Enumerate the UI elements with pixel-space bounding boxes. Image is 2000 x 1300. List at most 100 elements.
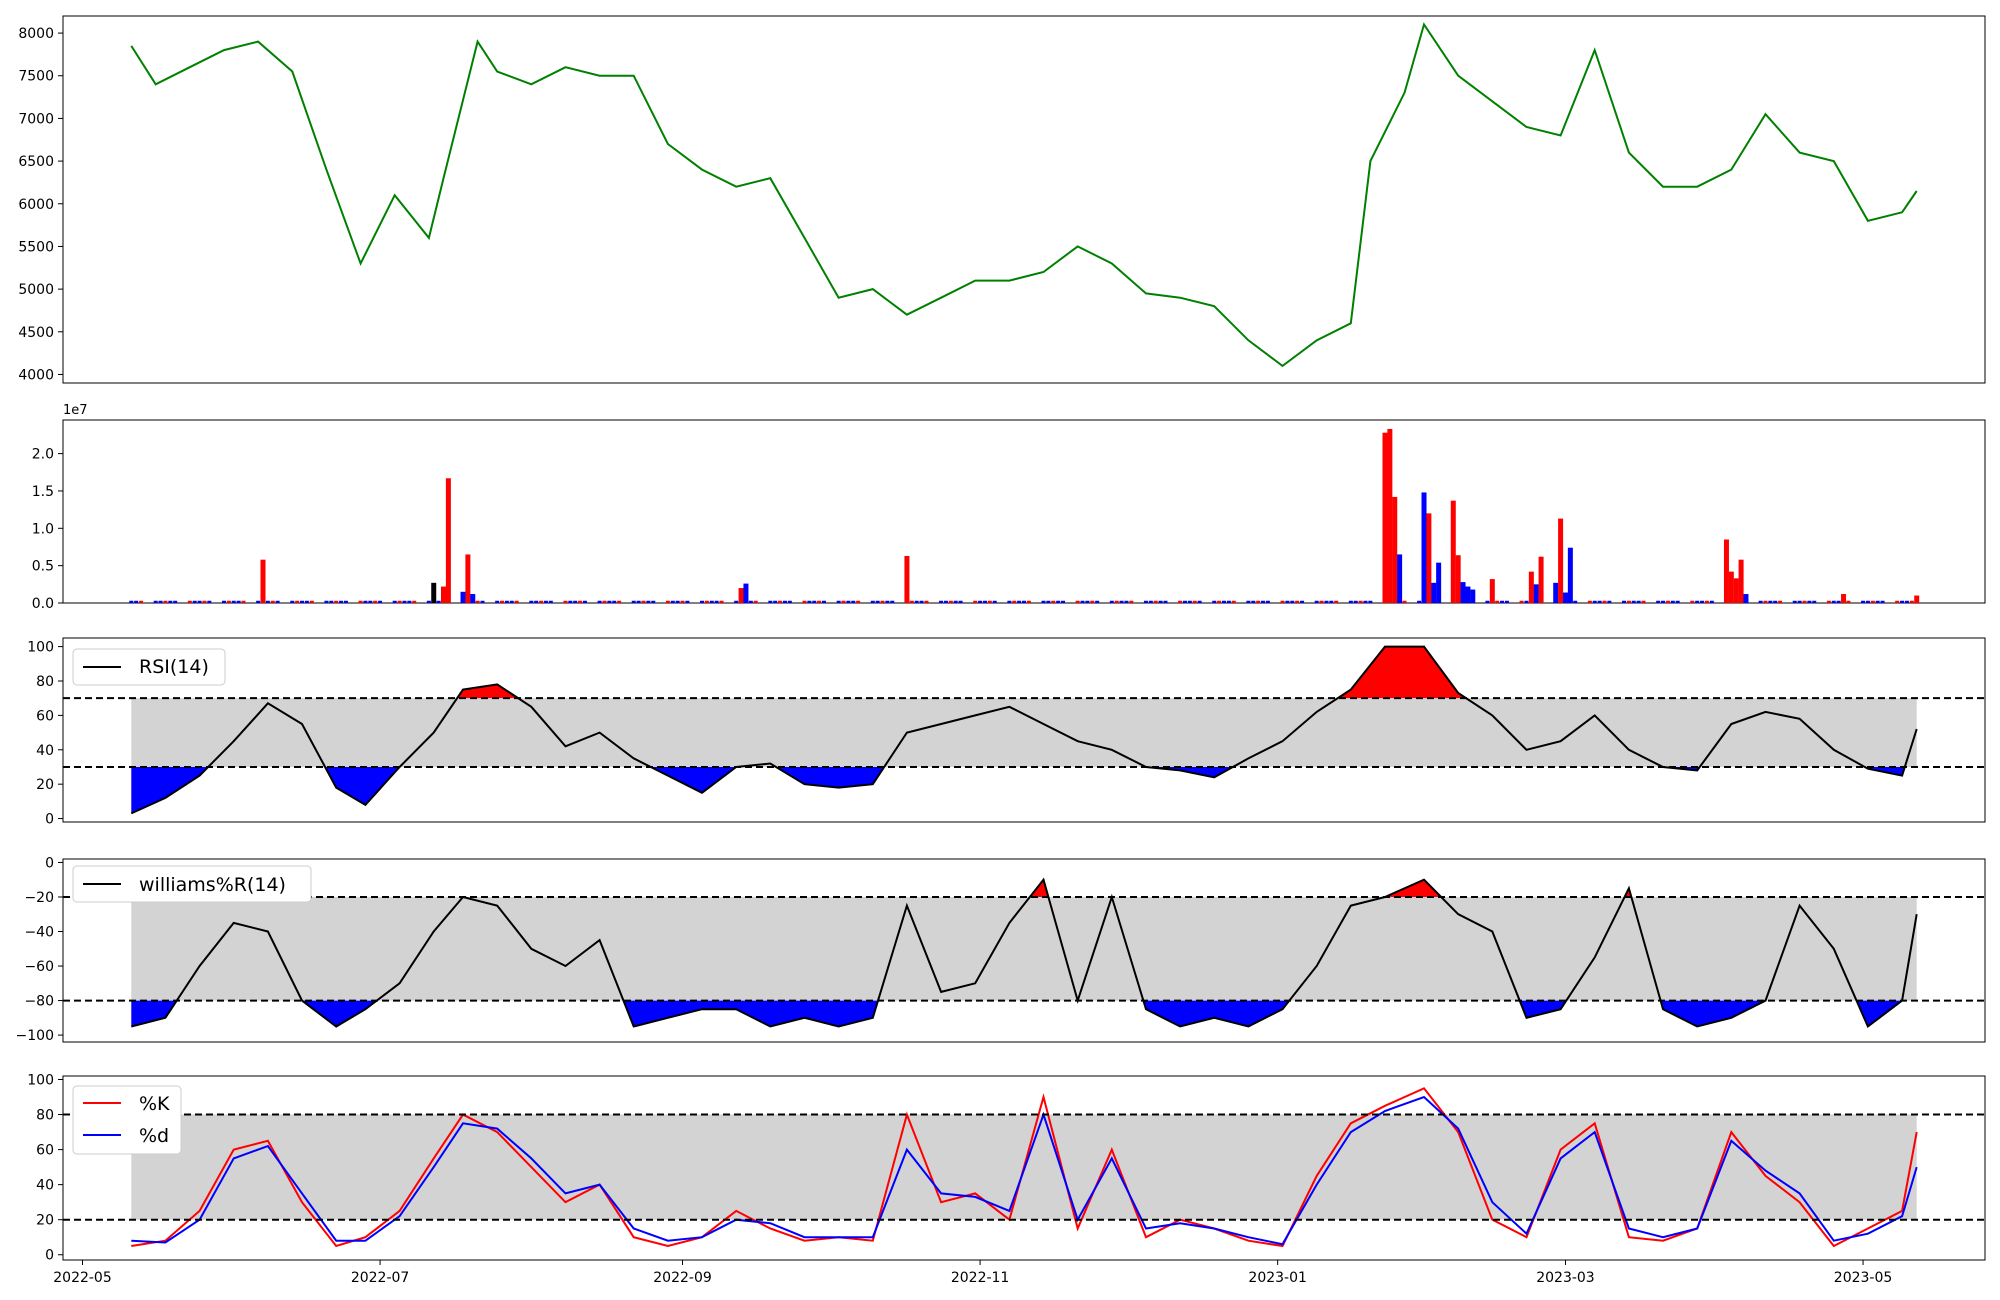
y-tick-label: 100 bbox=[27, 640, 54, 656]
volume-bar bbox=[1768, 600, 1773, 603]
overbought-fill bbox=[457, 646, 1467, 699]
volume-bar bbox=[236, 600, 241, 603]
volume-bar bbox=[1733, 578, 1739, 603]
volume-bar bbox=[1792, 600, 1797, 603]
rsi-series bbox=[63, 645, 1985, 815]
volume-bar bbox=[738, 588, 744, 603]
volume-bar bbox=[812, 600, 817, 603]
volume-bar bbox=[665, 600, 670, 603]
x-tick-label: 2022-07 bbox=[351, 1270, 410, 1286]
volume-bar bbox=[1758, 600, 1763, 603]
volume-bar bbox=[1504, 600, 1509, 603]
volume-bar bbox=[358, 600, 363, 603]
volume-bar bbox=[1558, 518, 1564, 603]
y-tick-label: 0 bbox=[45, 812, 54, 828]
volume-bar bbox=[1665, 600, 1670, 603]
volume-bar bbox=[1431, 582, 1437, 603]
y-tick-label: 20 bbox=[36, 777, 54, 793]
volume-bar bbox=[260, 559, 266, 603]
volume-bar bbox=[1314, 600, 1319, 603]
volume-bar bbox=[982, 600, 987, 603]
volume-bar bbox=[573, 600, 578, 603]
volume-bar bbox=[480, 600, 485, 603]
williams-panel: 0 −20 −40 −60 −80 −100 williams%R(14) bbox=[16, 855, 1986, 1044]
volume-bar bbox=[1524, 600, 1529, 603]
volume-bar bbox=[231, 600, 236, 603]
volume-bar bbox=[1743, 594, 1749, 603]
y-tick-label: 2.0 bbox=[32, 447, 54, 463]
volume-bar bbox=[1017, 600, 1022, 603]
volume-bar bbox=[1728, 571, 1734, 603]
price-line bbox=[130, 22, 1918, 368]
volume-bar bbox=[1709, 600, 1714, 603]
volume-bar bbox=[1836, 600, 1841, 603]
volume-bar bbox=[1178, 600, 1183, 603]
volume-bar bbox=[641, 600, 646, 603]
volume-bar bbox=[953, 600, 958, 603]
volume-bar bbox=[612, 600, 617, 603]
volume-bar bbox=[1495, 600, 1500, 603]
volume-bar bbox=[1256, 600, 1261, 603]
y-tick-label: 5500 bbox=[18, 239, 54, 255]
volume-bar bbox=[1280, 600, 1285, 603]
volume-bar bbox=[1904, 600, 1909, 603]
volume-bar bbox=[568, 600, 573, 603]
volume-bar bbox=[1392, 496, 1398, 603]
volume-bar bbox=[221, 600, 226, 603]
volume-bar bbox=[919, 600, 924, 603]
volume-bar bbox=[1085, 600, 1090, 603]
volume-bar bbox=[1656, 600, 1661, 603]
y-tick-label: 7500 bbox=[18, 69, 54, 85]
y-tick-label: −100 bbox=[16, 1028, 54, 1044]
volume-bar bbox=[275, 600, 280, 603]
volume-bar bbox=[1421, 492, 1427, 603]
y-tick-label: 0.5 bbox=[32, 559, 54, 575]
volume-bar bbox=[1251, 600, 1256, 603]
volume-bar bbox=[607, 600, 612, 603]
price-y-axis: 4000 4500 5000 5500 6000 6500 7000 7500 8000 bbox=[18, 26, 63, 383]
volume-bar bbox=[1153, 600, 1158, 603]
rsi-y-axis: 0 20 40 60 80 100 bbox=[27, 640, 63, 828]
volume-bar bbox=[309, 600, 314, 603]
indicator-line bbox=[131, 877, 1918, 1029]
volume-bar bbox=[256, 600, 261, 603]
y-tick-label: 4000 bbox=[18, 367, 54, 383]
volume-bar bbox=[1290, 600, 1295, 603]
volume-bar bbox=[1875, 600, 1880, 603]
y-tick-label: −40 bbox=[24, 925, 54, 941]
d-legend-label: %d bbox=[139, 1125, 169, 1147]
volume-bar bbox=[324, 600, 329, 603]
volume-bar bbox=[617, 600, 622, 603]
volume-bar bbox=[1807, 600, 1812, 603]
volume-bar bbox=[987, 600, 992, 603]
volume-bar bbox=[475, 600, 480, 603]
volume-bar bbox=[1119, 600, 1124, 603]
volume-bar bbox=[1197, 600, 1202, 603]
volume-bar bbox=[1007, 600, 1012, 603]
volume-bar bbox=[1607, 600, 1612, 603]
volume-bars bbox=[129, 428, 1920, 603]
volume-bar bbox=[168, 600, 173, 603]
volume-scale-label: 1e7 bbox=[63, 403, 88, 418]
volume-bar bbox=[1295, 600, 1300, 603]
volume-bar bbox=[743, 583, 749, 603]
volume-bar bbox=[1500, 600, 1505, 603]
volume-bar bbox=[1895, 600, 1900, 603]
volume-bar bbox=[885, 600, 890, 603]
volume-bar bbox=[1056, 600, 1061, 603]
volume-bar bbox=[1143, 600, 1148, 603]
volume-bar bbox=[1519, 600, 1524, 603]
volume-bar bbox=[1061, 600, 1066, 603]
volume-bar bbox=[782, 600, 787, 603]
y-tick-label: 6500 bbox=[18, 154, 54, 170]
volume-bar bbox=[1900, 600, 1905, 603]
volume-bar bbox=[680, 600, 685, 603]
volume-bar bbox=[1129, 600, 1134, 603]
price-axes-frame bbox=[62, 15, 1986, 384]
y-tick-label: −80 bbox=[24, 994, 54, 1010]
rsi-legend: RSI(14) bbox=[72, 648, 226, 686]
volume-bar bbox=[548, 600, 553, 603]
y-tick-label: 60 bbox=[36, 708, 54, 724]
y-tick-label: 1.0 bbox=[32, 521, 54, 537]
volume-bar bbox=[1865, 600, 1870, 603]
